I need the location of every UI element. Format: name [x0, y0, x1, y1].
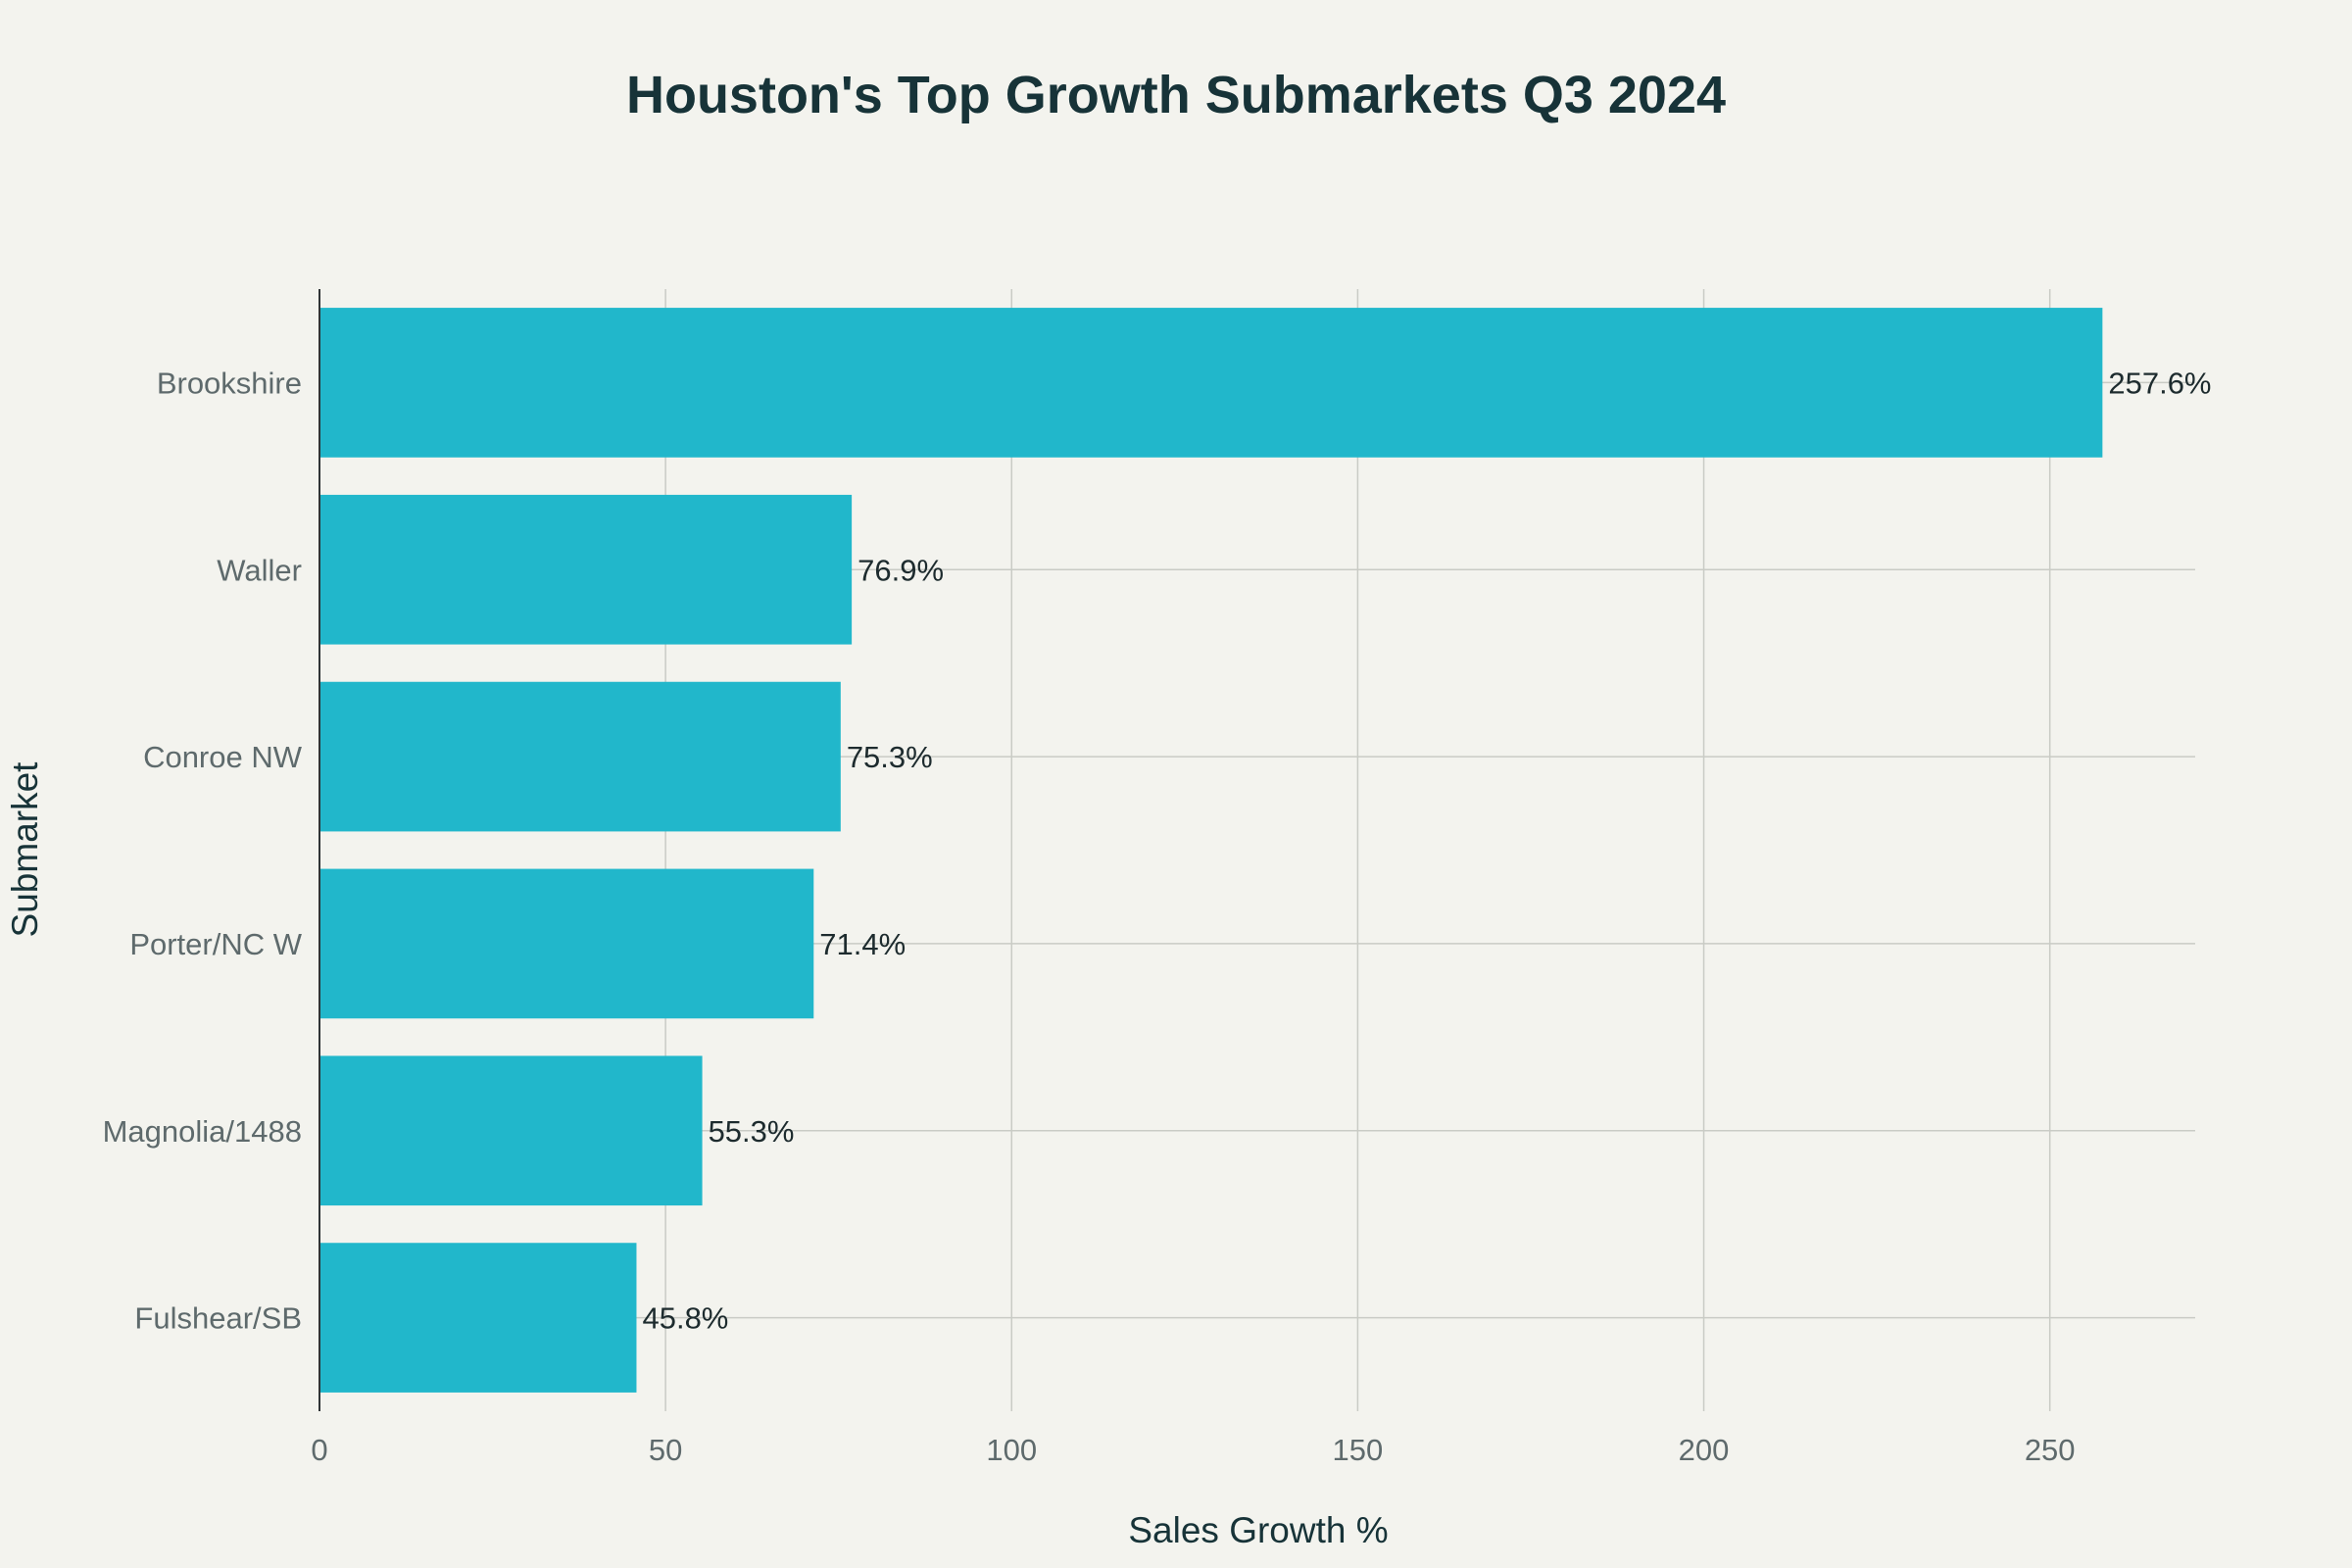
y-tick-label: Waller	[217, 553, 302, 587]
x-tick-label: 150	[1333, 1433, 1384, 1467]
y-axis-ticks: Brookshire Waller Conroe NW Porter/NC W Magn…	[103, 366, 303, 1335]
chart-title: Houston's Top Growth Submarkets Q3 2024	[626, 66, 1726, 124]
x-tick-label: 200	[1679, 1433, 1730, 1467]
data-labels: 257.6% 76.9% 75.3% 71.4% 55.3% 45.8%	[642, 366, 2211, 1335]
y-tick-label: Porter/NC W	[129, 927, 302, 961]
x-axis-ticks: 0 50 100 150 200 250	[311, 1433, 2075, 1467]
y-tick-label: Fulshear/SB	[134, 1301, 302, 1336]
bar	[319, 308, 2103, 458]
y-tick-label: Brookshire	[157, 366, 302, 400]
data-label: 45.8%	[642, 1301, 728, 1336]
data-label: 55.3%	[709, 1114, 795, 1149]
data-label: 71.4%	[819, 927, 906, 961]
bar	[319, 681, 841, 832]
x-axis-title: Sales Growth %	[1128, 1510, 1388, 1550]
bar	[319, 1055, 703, 1206]
y-tick-label: Magnolia/1488	[103, 1114, 302, 1149]
data-label: 257.6%	[2108, 366, 2211, 400]
data-label: 75.3%	[847, 740, 933, 774]
bar	[319, 1243, 637, 1393]
y-tick-label: Conroe NW	[143, 740, 303, 774]
bar	[319, 868, 814, 1019]
data-label: 76.9%	[858, 553, 944, 587]
x-tick-label: 100	[986, 1433, 1037, 1467]
y-axis-title: Submarket	[5, 761, 45, 938]
x-tick-label: 0	[311, 1433, 327, 1467]
bar	[319, 494, 853, 645]
x-tick-label: 250	[2025, 1433, 2076, 1467]
x-tick-label: 50	[649, 1433, 682, 1467]
bars	[319, 308, 2103, 1393]
